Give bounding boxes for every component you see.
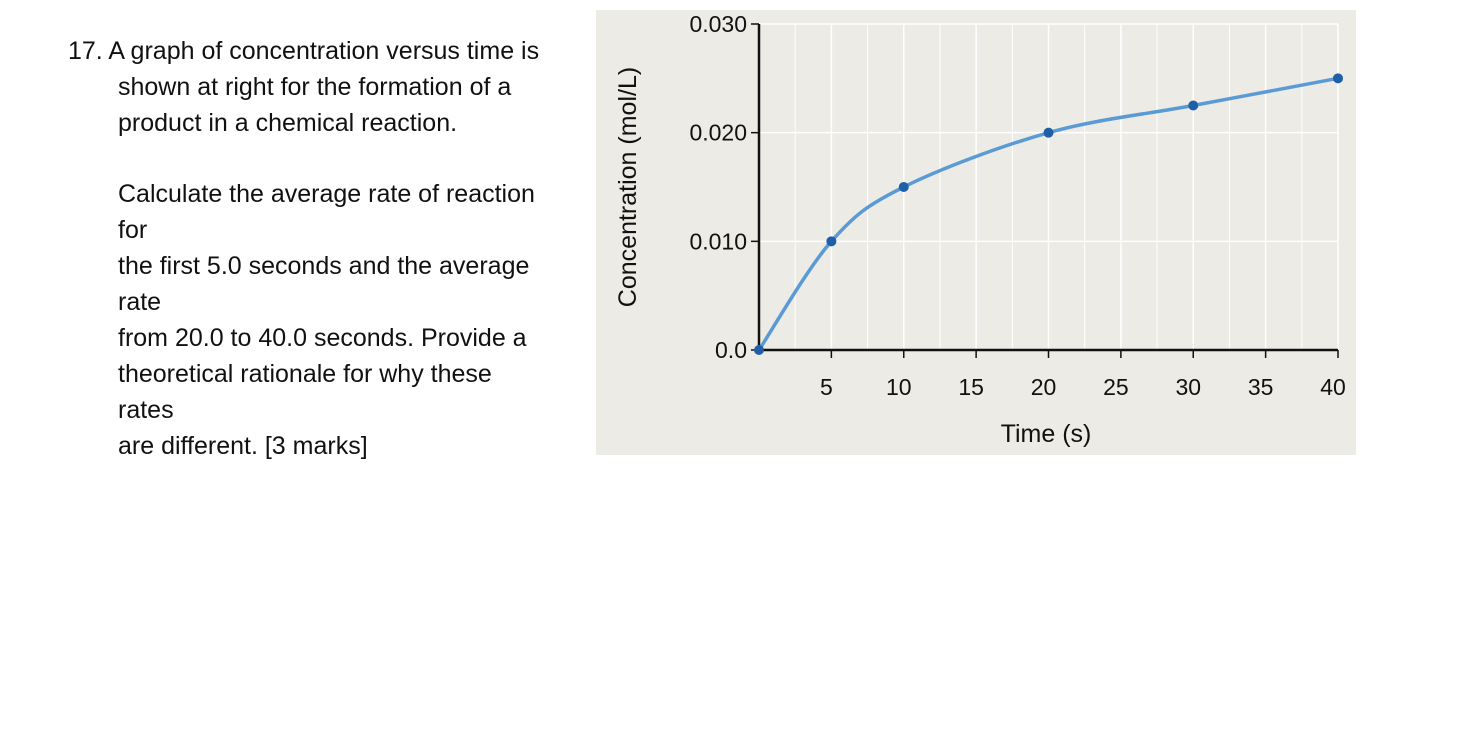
x-tick-label: 30 xyxy=(1175,374,1201,400)
x-tick-label: 10 xyxy=(886,374,912,400)
y-tick-label: 0.010 xyxy=(689,228,747,254)
question-line: the first 5.0 seconds and the average xyxy=(118,252,530,280)
question-line: Calculate the average rate of reaction xyxy=(118,180,535,208)
x-tick-label: 5 xyxy=(820,374,833,400)
data-point xyxy=(826,236,837,247)
y-tick-label: 0.0 xyxy=(715,337,747,363)
x-axis-label: Time (s) xyxy=(1001,420,1092,448)
question-line: shown at right for the formation of a xyxy=(118,73,512,101)
question-line: product in a chemical reaction. xyxy=(118,109,458,137)
data-point xyxy=(898,182,909,192)
y-axis-label: Concentration (mol/L) xyxy=(614,67,642,307)
question-line: rates xyxy=(118,396,174,424)
question-line: 17. A graph of concentration versus time… xyxy=(68,37,540,65)
x-tick-label: 20 xyxy=(1031,374,1057,400)
question-line: are different. [3 marks] xyxy=(118,432,368,460)
data-point xyxy=(1188,100,1199,111)
x-tick-label: 40 xyxy=(1320,374,1346,400)
question-line: rate xyxy=(118,288,162,316)
question-line: from 20.0 to 40.0 seconds. Provide a xyxy=(118,324,527,352)
question-text: 17. A graph of concentration versus time… xyxy=(68,33,588,464)
x-tick-label: 25 xyxy=(1103,374,1129,400)
y-tick-label: 0.030 xyxy=(689,11,747,37)
data-point xyxy=(1043,127,1054,138)
concentration-time-chart: 0.0 0.010 0.020 0.030 5 10 15 20 25 30 35 40 Time (s… xyxy=(596,10,1356,455)
question-line: for xyxy=(118,216,148,244)
data-point xyxy=(754,345,764,355)
data-point xyxy=(1333,73,1343,84)
question-line: theoretical rationale for why these xyxy=(118,360,492,388)
x-tick-label: 35 xyxy=(1248,374,1274,400)
y-tick-label: 0.020 xyxy=(689,120,747,146)
series-line xyxy=(757,76,1339,351)
x-tick-label: 15 xyxy=(958,374,984,400)
